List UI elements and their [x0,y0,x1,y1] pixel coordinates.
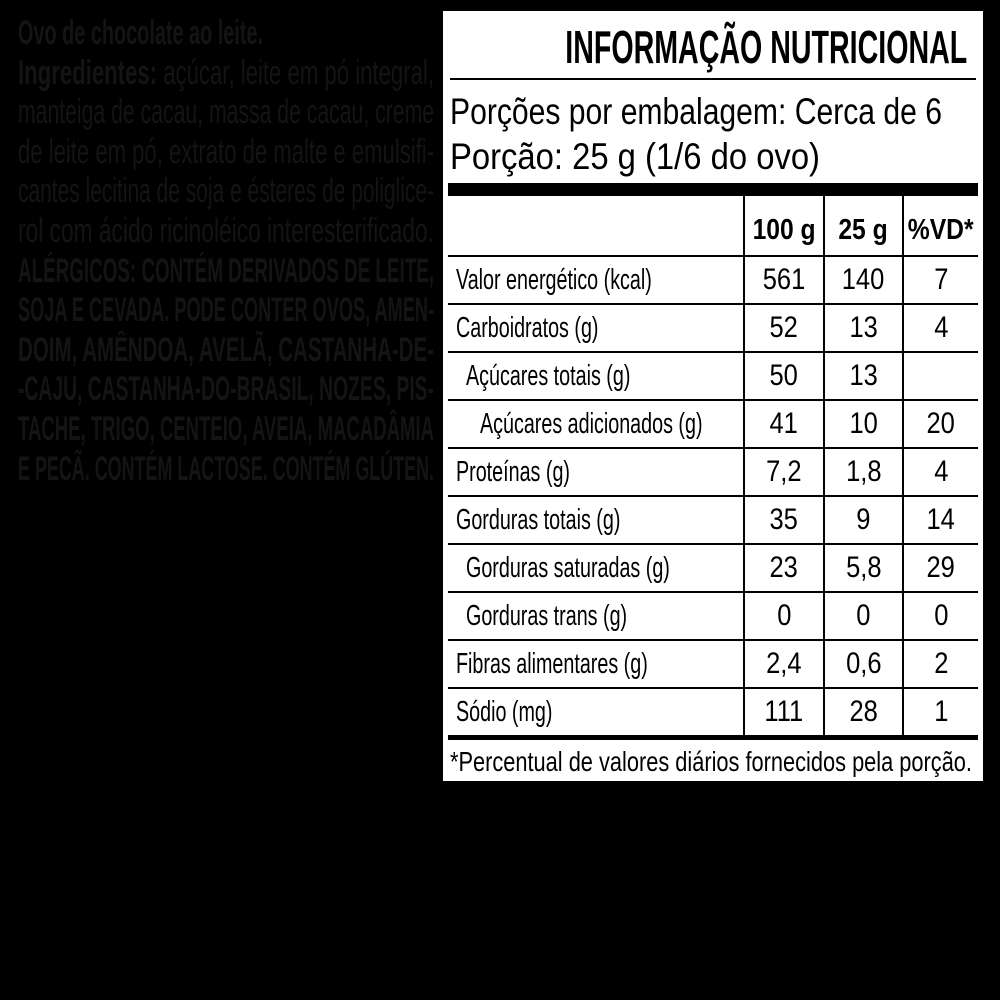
nutrient-label: Valor energético (kcal) [456,263,652,296]
ingredients-line: manteiga de cacau, massa de cacau, creme [18,93,435,132]
nutrient-label: Açúcares adicionados (g) [480,407,703,440]
value-vd-percent: 14 [902,497,978,543]
row-acucares-adicionados: Açúcares adicionados (g) 41 10 20 [448,399,978,447]
value-vd-percent [902,353,978,399]
row-gorduras-saturadas: Gorduras saturadas (g) 23 5,8 29 [448,543,978,591]
value-per-serving: 0 [823,593,902,639]
row-gorduras-trans: Gorduras trans (g) 0 0 0 [448,591,978,639]
value-vd-percent: 7 [902,257,978,303]
row-proteinas: Proteínas (g) 7,2 1,8 4 [448,447,978,495]
header-per-serving: 25 g [823,196,902,255]
table-bottom-divider [448,735,978,740]
daily-value-footnote: *Percentual de valores diários fornecido… [450,746,972,777]
thick-divider [448,183,978,196]
value-per-serving: 140 [823,257,902,303]
ingredients-line: rol com ácido ricinoléico interesterific… [18,211,434,250]
nutrition-title: INFORMAÇÃO NUTRICIONAL [565,21,968,73]
nutrient-label: Proteínas (g) [456,455,570,488]
allergens-line: DOIM, AMÊNDOA, AVELÃ, CASTANHA-DE- [18,330,434,369]
ingredients-line: Ingredientes: açúcar, leite em pó integr… [18,53,435,92]
servings-per-package: Porções por embalagem: Cerca de 6 [450,91,943,132]
row-gorduras-totais: Gorduras totais (g) 35 9 14 [448,495,978,543]
allergens-line: E PECÃ. CONTÉM LACTOSE. CONTÉM GLÚTEN. [18,449,435,488]
serving-size: Porção: 25 g (1/6 do ovo) [450,136,820,177]
nutrient-label: Açúcares totais (g) [466,359,631,392]
row-fibras-alimentares: Fibras alimentares (g) 2,4 0,6 2 [448,639,978,687]
allergens-line: TACHE, TRIGO, CENTEIO, AVEIA, MACADÂMIA [18,409,435,448]
title-divider [450,78,976,80]
value-per-100g: 0 [743,593,823,639]
nutrition-table: 100 g 25 g %VD* Valor energético (kcal) … [448,196,978,735]
value-per-serving: 1,8 [823,449,902,495]
nutrition-facts-panel: INFORMAÇÃO NUTRICIONAL Porções por embal… [443,11,983,781]
value-per-100g: 41 [743,401,823,447]
ingredients-line: Ovo de chocolate ao leite. [18,14,264,52]
value-vd-percent: 4 [902,305,978,351]
value-per-serving: 9 [823,497,902,543]
panel-title-row: INFORMAÇÃO NUTRICIONAL [443,19,983,75]
value-vd-percent: 20 [902,401,978,447]
value-vd-percent: 0 [902,593,978,639]
value-vd-percent: 4 [902,449,978,495]
value-vd-percent: 1 [902,689,978,735]
value-per-serving: 13 [823,305,902,351]
nutrient-label: Carboidratos (g) [456,311,599,344]
value-per-100g: 52 [743,305,823,351]
value-per-100g: 35 [743,497,823,543]
value-per-100g: 111 [743,689,823,735]
nutrient-label: Gorduras totais (g) [456,503,621,536]
nutrient-label: Gorduras saturadas (g) [466,551,670,584]
value-per-100g: 50 [743,353,823,399]
value-per-serving: 10 [823,401,902,447]
nutrient-label: Sódio (mg) [456,695,553,728]
value-vd-percent: 29 [902,545,978,591]
nutrient-label: Fibras alimentares (g) [456,647,648,680]
value-per-100g: 2,4 [743,641,823,687]
ingredients-text-block: Ovo de chocolate ao leite. Ingredientes:… [18,14,434,489]
value-vd-percent: 2 [902,641,978,687]
row-carboidratos: Carboidratos (g) 52 13 4 [448,303,978,351]
nutrient-label: Gorduras trans (g) [466,599,628,632]
table-header-row: 100 g 25 g %VD* [448,196,978,255]
row-valor-energetico: Valor energético (kcal) 561 140 7 [448,255,978,303]
ingredients-line: cantes lecitina de soja e ésteres de pol… [18,172,434,211]
header-per-100g: 100 g [743,196,823,255]
row-sodio: Sódio (mg) 111 28 1 [448,687,978,735]
value-per-serving: 5,8 [823,545,902,591]
allergens-line: ALÉRGICOS: CONTÉM DERIVADOS DE LEITE, [18,251,435,290]
header-empty-cell [448,196,743,255]
allergens-line: SOJA E CEVADA. PODE CONTER OVOS, AMEN- [18,291,435,330]
allergens-line: -CAJU, CASTANHA-DO-BRASIL, NOZES, PIS- [18,370,435,409]
value-per-serving: 28 [823,689,902,735]
value-per-100g: 7,2 [743,449,823,495]
value-per-100g: 23 [743,545,823,591]
value-per-100g: 561 [743,257,823,303]
ingredients-line: de leite em pó, extrato de malte e emuls… [18,132,435,171]
row-acucares-totais: Açúcares totais (g) 50 13 [448,351,978,399]
value-per-serving: 13 [823,353,902,399]
header-vd-percent: %VD* [902,196,978,255]
value-per-serving: 0,6 [823,641,902,687]
